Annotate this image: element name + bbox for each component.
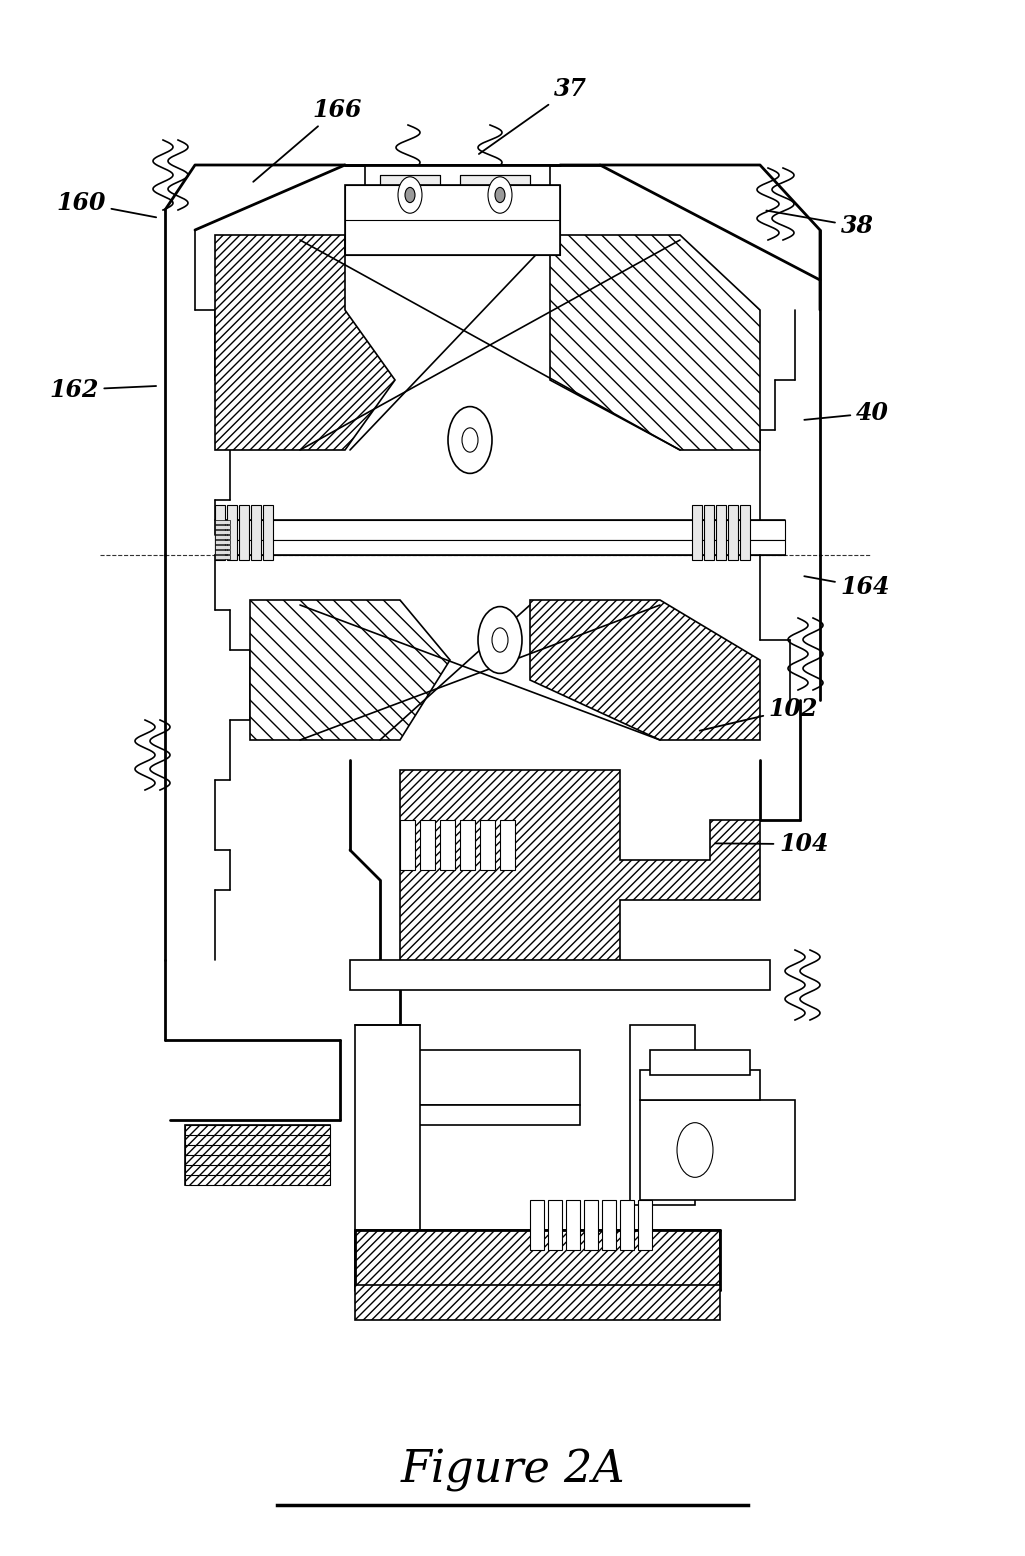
Bar [355,1285,720,1319]
Polygon shape [530,601,760,741]
Text: 160: 160 [56,191,156,218]
Bar [215,531,230,534]
Circle shape [676,1123,713,1178]
Bar [530,1200,544,1249]
Bar [380,174,440,215]
Bar [650,1050,750,1075]
Bar [263,506,273,560]
Bar [215,506,226,560]
Bar [460,174,530,215]
Bar [740,506,750,560]
Circle shape [488,177,512,213]
Bar [227,506,237,560]
Bar [480,820,495,870]
Bar [215,520,230,524]
Bar [728,506,738,560]
Bar [239,506,249,560]
Bar [215,540,230,545]
Circle shape [448,406,492,473]
Bar [215,524,230,529]
Polygon shape [550,235,760,450]
Text: 162: 162 [49,378,156,401]
Bar [548,1200,562,1249]
Polygon shape [355,1229,720,1290]
Bar [460,820,475,870]
Bar [692,506,702,560]
Bar [716,506,726,560]
Bar [620,1200,634,1249]
Circle shape [405,187,415,202]
Bar [390,1105,580,1125]
Bar [584,1200,598,1249]
Bar [420,820,435,870]
Bar [640,1071,760,1100]
Bar [630,1025,695,1204]
Bar [500,820,515,870]
Text: 37: 37 [479,78,586,154]
Bar [638,1200,652,1249]
Polygon shape [215,235,395,450]
Bar [640,1100,795,1200]
Circle shape [492,629,508,652]
Text: 104: 104 [715,832,828,856]
Bar [400,820,415,870]
Polygon shape [184,1125,330,1186]
Text: 38: 38 [767,210,873,238]
Bar [566,1200,580,1249]
Bar [345,185,560,255]
Bar [215,540,785,555]
Text: Figure 2A: Figure 2A [400,1449,625,1492]
Bar [365,165,550,226]
Bar [184,1125,330,1186]
Bar [215,549,230,554]
Polygon shape [400,770,760,980]
Bar [602,1200,616,1249]
Text: 164: 164 [805,576,890,599]
Bar [704,506,714,560]
Bar [251,506,261,560]
Bar [215,555,230,559]
Polygon shape [250,601,450,741]
Circle shape [478,607,522,674]
Bar [390,1050,580,1105]
Bar [215,520,785,540]
Bar [440,820,455,870]
Bar [350,960,770,990]
Bar [215,535,230,538]
Text: 166: 166 [253,98,362,182]
Bar [355,1025,420,1249]
Circle shape [495,187,505,202]
Text: 102: 102 [700,697,818,731]
Text: 40: 40 [805,401,889,425]
Bar [215,545,230,549]
Circle shape [462,428,478,453]
Circle shape [398,177,422,213]
